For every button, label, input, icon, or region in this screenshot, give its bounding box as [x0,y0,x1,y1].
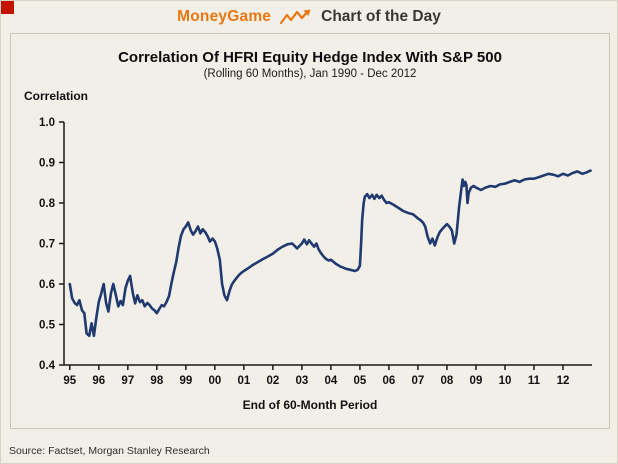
x-tick-label: 09 [470,375,483,387]
site-name-moneygame[interactable]: MoneyGame [177,7,272,25]
y-tick-label: 1.0 [39,117,55,129]
x-tick-label: 00 [208,375,221,387]
y-tick-label: 0.6 [39,279,55,291]
header: MoneyGame Chart of the Day [1,1,617,32]
y-tick-label: 0.9 [39,158,55,170]
x-tick-label: 03 [295,375,308,387]
x-tick-label: 11 [528,375,541,387]
correlation-line-chart: 1.0 0.9 0.8 0.7 0.6 0.5 0.4 95 96 97 98 99 00 01 02 03 0… [39,117,592,387]
y-tick-label: 0.7 [39,239,55,251]
y-tick-label: 0.4 [39,360,56,372]
y-axis-title: Correlation [24,89,89,103]
x-tick-label: 95 [63,375,76,387]
x-tick-label: 01 [237,375,250,387]
site-logo-square[interactable] [1,1,14,14]
chart-panel: Correlation Of HFRI Equity Hedge Index W… [10,33,610,429]
source-note: Source: Factset, Morgan Stanley Research [9,445,210,457]
y-tick-label: 0.8 [39,198,56,210]
x-tick-label: 12 [557,375,570,387]
x-tick-label: 97 [121,375,134,387]
x-tick-label: 05 [354,375,367,387]
x-tick-label: 99 [179,375,192,387]
x-tick-label: 04 [325,375,338,387]
x-tick-label: 07 [412,375,425,387]
page-title-chart-of-the-day: Chart of the Day [321,7,441,25]
chart-subtitle: (Rolling 60 Months), Jan 1990 - Dec 2012 [203,68,417,80]
x-tick-label: 96 [92,375,105,387]
data-line [68,169,592,338]
x-axis-title: End of 60-Month Period [242,398,378,412]
chart-title: Correlation Of HFRI Equity Hedge Index W… [118,49,502,66]
x-tick-label: 10 [499,375,512,387]
y-tick-label: 0.5 [39,320,56,332]
trend-zigzag-icon [280,8,312,26]
x-tick-label: 08 [441,375,454,387]
x-tick-label: 06 [383,375,396,387]
x-tick-label: 02 [266,375,279,387]
x-tick-label: 98 [150,375,163,387]
